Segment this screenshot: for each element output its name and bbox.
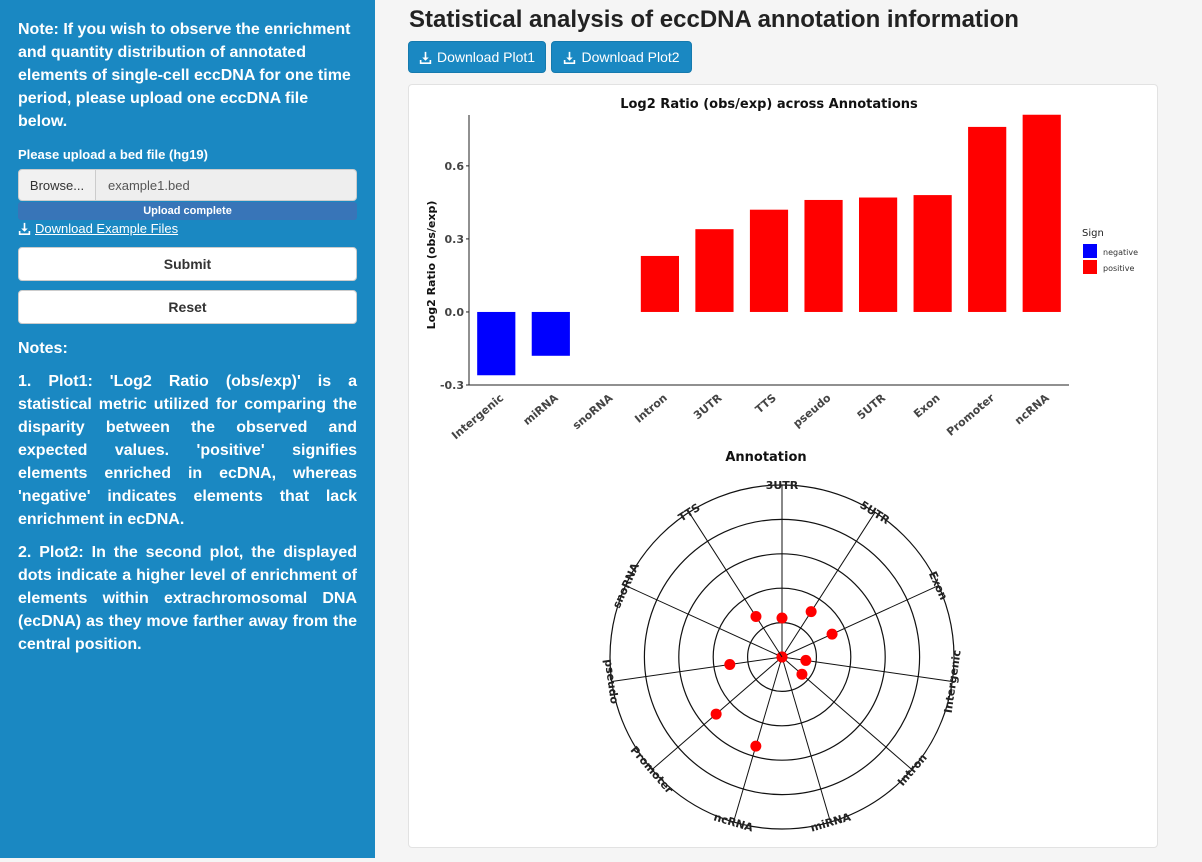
file-input[interactable]: Browse... example1.bed bbox=[18, 169, 357, 201]
download-plot2-label: Download Plot2 bbox=[581, 49, 680, 65]
y-tick-label: 0.3 bbox=[445, 233, 465, 246]
x-tick-label: Intergenic bbox=[449, 391, 506, 442]
upload-label: Please upload a bed file (hg19) bbox=[18, 147, 208, 162]
polar-spoke bbox=[781, 656, 831, 823]
x-tick-label: Exon bbox=[911, 391, 942, 420]
polar-point bbox=[800, 654, 812, 666]
bar bbox=[859, 197, 898, 312]
download-icon bbox=[564, 51, 576, 64]
reset-button[interactable]: Reset bbox=[18, 290, 357, 324]
bar bbox=[749, 209, 789, 312]
bar bbox=[695, 229, 734, 312]
x-axis-label: Annotation bbox=[725, 450, 806, 465]
polar-label: 5UTR bbox=[858, 498, 893, 527]
polar-point bbox=[826, 628, 838, 640]
polar-label: Intron bbox=[895, 751, 930, 788]
download-plot1-label: Download Plot1 bbox=[436, 49, 536, 65]
legend-swatch-negative bbox=[1083, 244, 1097, 258]
legend-swatch-positive bbox=[1083, 260, 1097, 274]
main-panel: Statistical analysis of eccDNA annotatio… bbox=[390, 0, 1202, 862]
download-icon bbox=[419, 51, 432, 64]
x-tick-label: pseudo bbox=[791, 391, 834, 430]
download-example-link[interactable]: Download Example Files bbox=[18, 220, 357, 237]
polar-spoke bbox=[625, 585, 783, 658]
upload-progress-text: Upload complete bbox=[143, 205, 232, 217]
sidebar: Note: If you wish to observe the enrichm… bbox=[0, 0, 375, 858]
x-tick-label: 5UTR bbox=[855, 391, 889, 422]
bar bbox=[804, 199, 843, 312]
download-icon bbox=[18, 222, 31, 235]
polar-label: 3UTR bbox=[766, 479, 799, 492]
polar-point bbox=[750, 610, 762, 622]
polar-label: Exon bbox=[926, 569, 950, 602]
polar-label: ncRNA bbox=[712, 811, 755, 835]
polar-spoke bbox=[781, 512, 876, 658]
plot-canvas: Log2 Ratio (obs/exp) across Annotations L… bbox=[425, 97, 1138, 835]
notes-title: Notes: bbox=[18, 340, 68, 357]
download-example-label: Download Example Files bbox=[35, 221, 179, 236]
upload-progress-bar: Upload complete bbox=[18, 202, 357, 220]
bar bbox=[640, 255, 679, 312]
legend-label-negative: negative bbox=[1103, 248, 1138, 257]
legend-label-positive: positive bbox=[1103, 264, 1134, 273]
x-tick-label: miRNA bbox=[521, 391, 561, 428]
legend-title: Sign bbox=[1082, 228, 1104, 239]
polar-point bbox=[776, 612, 788, 624]
x-tick-label: snoRNA bbox=[570, 391, 616, 432]
x-tick-label: Intron bbox=[632, 391, 669, 425]
polar-point bbox=[724, 659, 736, 671]
polar-spoke bbox=[733, 656, 783, 823]
polar-label: miRNA bbox=[809, 810, 853, 834]
x-tick-label: 3UTR bbox=[691, 391, 725, 422]
polar-point bbox=[805, 606, 817, 618]
polar-point bbox=[750, 740, 762, 752]
x-tick-label: ncRNA bbox=[1012, 391, 1052, 427]
note-plot1: 1. Plot1: 'Log2 Ratio (obs/exp)' is a st… bbox=[18, 373, 357, 528]
bar bbox=[913, 195, 952, 312]
polar-label: snoRNA bbox=[610, 561, 642, 611]
note-plot2: 2. Plot2: In the second plot, the displa… bbox=[18, 544, 357, 653]
page-title: Statistical analysis of eccDNA annotatio… bbox=[409, 6, 1019, 33]
polar-label: TTS bbox=[676, 501, 703, 525]
download-plot1-button[interactable]: Download Plot1 bbox=[408, 41, 546, 73]
polar-label: Intergenic bbox=[942, 649, 964, 714]
chart-title: Log2 Ratio (obs/exp) across Annotations bbox=[620, 97, 918, 112]
polar-spoke bbox=[611, 656, 783, 682]
y-tick-label: 0.0 bbox=[445, 306, 465, 319]
bar bbox=[477, 311, 516, 376]
x-tick-label: Promoter bbox=[944, 391, 997, 439]
y-tick-label: 0.6 bbox=[445, 160, 465, 173]
y-tick-label: -0.3 bbox=[440, 379, 464, 392]
polar-spoke bbox=[781, 585, 939, 658]
polar-spoke bbox=[688, 512, 783, 658]
plot-panel: Log2 Ratio (obs/exp) across Annotations L… bbox=[408, 84, 1158, 848]
browse-button[interactable]: Browse... bbox=[18, 169, 96, 201]
polar-label: pseudo bbox=[602, 658, 621, 705]
x-tick-label: TTS bbox=[753, 391, 779, 416]
file-name-field[interactable]: example1.bed bbox=[96, 169, 357, 201]
bar bbox=[531, 311, 570, 356]
y-axis-label: Log2 Ratio (obs/exp) bbox=[425, 201, 438, 330]
polar-point bbox=[796, 668, 808, 680]
upload-note: Note: If you wish to observe the enrichm… bbox=[18, 21, 351, 130]
bar bbox=[1022, 114, 1061, 312]
download-plot2-button[interactable]: Download Plot2 bbox=[551, 41, 692, 73]
polar-point bbox=[710, 708, 722, 720]
submit-button[interactable]: Submit bbox=[18, 247, 357, 281]
polar-label: Promoter bbox=[628, 744, 676, 797]
bar bbox=[968, 126, 1007, 312]
